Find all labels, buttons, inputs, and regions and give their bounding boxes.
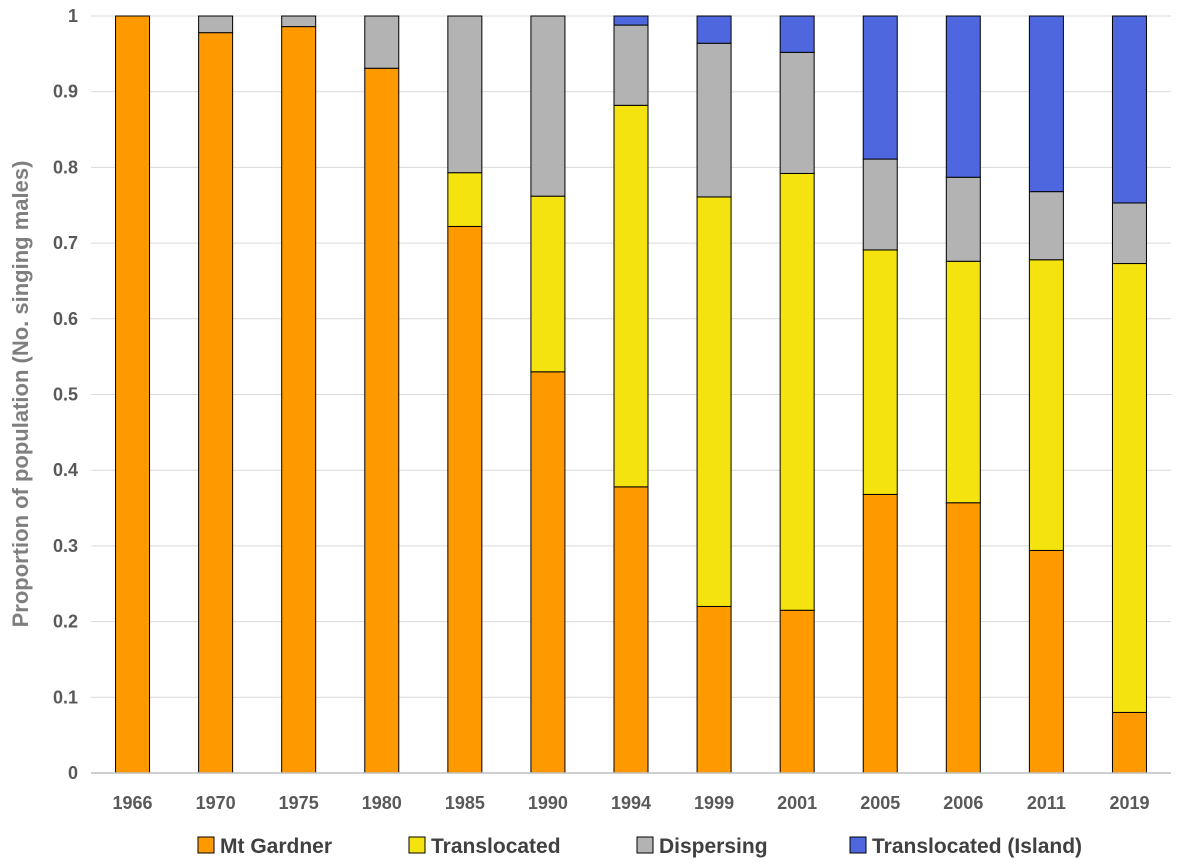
bar-segment-dispersing-1980 (364, 15, 400, 69)
legend: Mt Gardner Translocated Dispersing Transloc… (197, 835, 1082, 858)
y-tick-label: 0.8 (53, 157, 78, 177)
bar-segment-translocated-1999 (696, 196, 732, 607)
x-tick-label: 1970 (196, 793, 236, 813)
bar-segment-dispersing-1999 (696, 42, 732, 198)
bar-segment-dispersing-1970 (198, 15, 234, 34)
bar-segment-mt-gardner-1966 (115, 15, 151, 774)
bar-segment-translocated-island-1994 (613, 15, 649, 26)
bar-segment-dispersing-2001 (779, 51, 815, 174)
x-tick-label: 1994 (611, 793, 651, 813)
bar-segment-translocated-island-1999 (696, 15, 732, 44)
bar-segment-translocated-2001 (779, 172, 815, 611)
bar-segment-dispersing-1994 (613, 24, 649, 106)
y-tick-label: 0.9 (53, 82, 78, 102)
bar-segment-mt-gardner-2006 (945, 502, 981, 774)
bar-segment-mt-gardner-1985 (447, 225, 483, 774)
bar-segment-mt-gardner-2001 (779, 609, 815, 774)
y-axis-label: Proportion of population (No. singing ma… (8, 161, 33, 628)
legend-label: Dispersing (659, 835, 768, 858)
bar-segment-mt-gardner-2005 (862, 493, 898, 774)
y-tick-label: 0.4 (53, 460, 78, 480)
x-tick-labels: 1966 1970 1975 1980 1985 1990 1994 1999 2001 2005… (113, 793, 1150, 813)
x-tick-label: 2001 (777, 793, 817, 813)
bar-segment-translocated-2006 (945, 260, 981, 504)
bar-segment-mt-gardner-1999 (696, 605, 732, 774)
x-tick-label: 1985 (445, 793, 485, 813)
bar-segment-translocated-island-2019 (1111, 15, 1147, 204)
bar-segment-dispersing-2011 (1028, 191, 1064, 261)
x-tick-label: 1990 (528, 793, 568, 813)
bar-segment-translocated-1990 (530, 195, 566, 373)
bar-segment-translocated-1985 (447, 172, 483, 227)
bar-segment-translocated-2005 (862, 249, 898, 495)
bar-segment-translocated-island-2006 (945, 15, 981, 178)
y-tick-label: 0 (68, 763, 78, 783)
legend-swatch (408, 836, 426, 854)
legend-label: Translocated (431, 835, 561, 858)
bars (115, 15, 1147, 774)
bar-segment-mt-gardner-1990 (530, 371, 566, 774)
y-tick-label: 0.2 (53, 612, 78, 632)
bar-segment-dispersing-2019 (1111, 202, 1147, 265)
x-tick-label: 2011 (1027, 793, 1066, 813)
bar-segment-dispersing-1985 (447, 15, 483, 174)
bar-segment-dispersing-2006 (945, 176, 981, 262)
legend-swatch (636, 836, 654, 854)
y-tick-labels: 0 0.1 0.2 0.3 0.4 0.5 0.6 0.7 0.8 0.9 1 (53, 6, 78, 783)
bar-segment-mt-gardner-1975 (281, 26, 317, 774)
x-tick-label: 2019 (1109, 793, 1149, 813)
bar-segment-translocated-2011 (1028, 259, 1064, 551)
bar-segment-dispersing-1975 (281, 15, 317, 28)
bar-segment-dispersing-2005 (862, 158, 898, 251)
bar-segment-mt-gardner-1994 (613, 486, 649, 774)
bar-segment-mt-gardner-1970 (198, 32, 234, 774)
legend-label: Mt Gardner (220, 835, 332, 858)
bar-segment-translocated-island-2001 (779, 15, 815, 53)
bar-segment-mt-gardner-1980 (364, 67, 400, 774)
bar-segment-mt-gardner-2019 (1111, 711, 1147, 774)
legend-swatch (849, 836, 867, 854)
legend-swatch (197, 836, 215, 854)
y-tick-label: 0.5 (53, 385, 78, 405)
y-tick-label: 0.7 (53, 233, 78, 253)
x-tick-label: 2006 (943, 793, 983, 813)
bar-segment-dispersing-1990 (530, 15, 566, 197)
bar-segment-translocated-2019 (1111, 263, 1147, 713)
x-tick-label: 1975 (279, 793, 319, 813)
bar-segment-translocated-island-2011 (1028, 15, 1064, 193)
x-tick-label: 1980 (362, 793, 402, 813)
bar-segment-mt-gardner-2011 (1028, 549, 1064, 774)
y-tick-label: 0.6 (53, 309, 78, 329)
x-tick-label: 1999 (694, 793, 734, 813)
x-tick-label: 1966 (113, 793, 153, 813)
bar-segment-translocated-1994 (613, 104, 649, 488)
y-tick-label: 0.3 (53, 536, 78, 556)
x-tick-label: 2005 (860, 793, 900, 813)
legend-label: Translocated (Island) (872, 835, 1082, 858)
y-tick-label: 1 (68, 6, 78, 26)
y-tick-label: 0.1 (53, 687, 78, 707)
bar-segment-translocated-island-2005 (862, 15, 898, 160)
